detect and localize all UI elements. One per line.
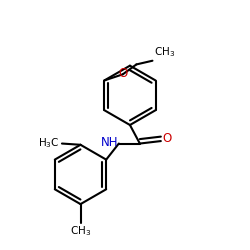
Text: O: O bbox=[163, 132, 172, 145]
Text: CH$_3$: CH$_3$ bbox=[70, 225, 91, 238]
Text: CH$_3$: CH$_3$ bbox=[154, 46, 175, 60]
Text: O: O bbox=[118, 67, 128, 80]
Text: NH: NH bbox=[100, 136, 118, 149]
Text: H$_3$C: H$_3$C bbox=[38, 137, 60, 150]
